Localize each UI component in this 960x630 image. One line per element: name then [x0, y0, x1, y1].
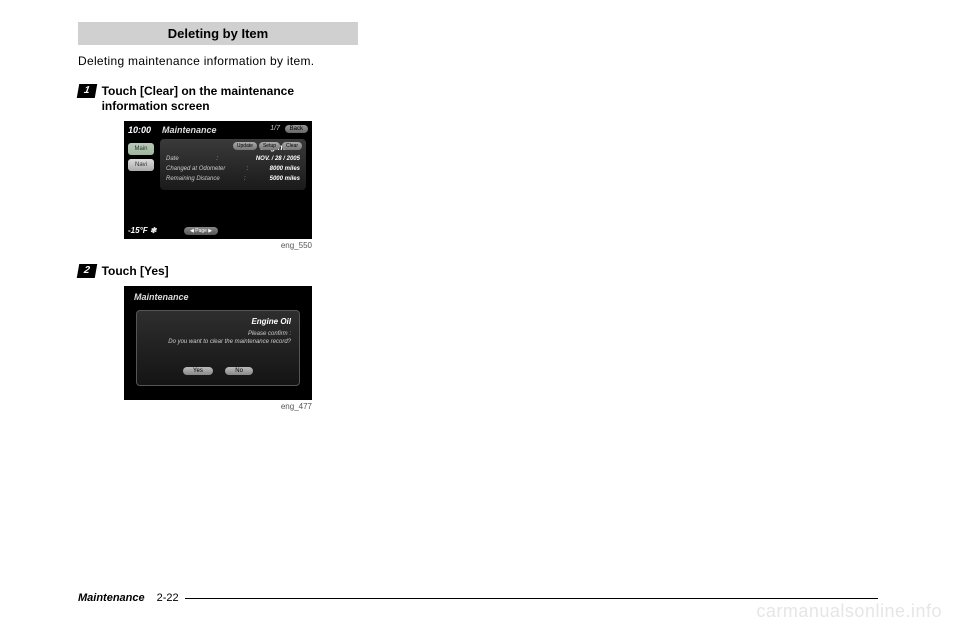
screenshot-2-caption: eng_477 [78, 402, 358, 411]
s1-rem-value: 5000 miles [270, 176, 300, 182]
s1-odo-value: 8000 miles [270, 166, 300, 172]
s2-confirm-line1: Please confirm : [151, 330, 291, 338]
s2-buttons: Yes No [137, 359, 299, 377]
s1-page-indicator: 1/7 [270, 125, 280, 132]
screenshot-2: Maintenance Engine Oil Please confirm : … [124, 286, 312, 400]
s1-row-odometer: Changed at Odometer : 8000 miles [166, 166, 300, 172]
s1-action-buttons: Update Setup Clear [233, 142, 302, 150]
step-2-text: Touch [Yes] [102, 264, 169, 280]
s1-row-date: Date : NOV. / 28 / 2005 [166, 156, 300, 162]
step-1-text: Touch [Clear] on the maintenance informa… [102, 84, 358, 115]
s1-setup-button[interactable]: Setup [259, 142, 280, 150]
footer-line [185, 598, 878, 599]
s1-main-button[interactable]: Main [128, 143, 154, 155]
s2-confirm-message: Please confirm : Do you want to clear th… [145, 330, 291, 347]
screenshot-1-caption: eng_550 [78, 241, 358, 250]
s1-temperature: -15°F ❄ [128, 226, 157, 235]
s2-no-button[interactable]: No [225, 367, 253, 375]
section-header: Deleting by Item [78, 22, 358, 45]
screenshot-2-wrap: Maintenance Engine Oil Please confirm : … [78, 286, 358, 411]
s1-date-value: NOV. / 28 / 2005 [256, 156, 300, 162]
s2-confirm-line2: Do you want to clear the maintenance rec… [151, 338, 291, 346]
s2-yes-button[interactable]: Yes [183, 367, 213, 375]
s1-clock: 10:00 [128, 125, 151, 135]
s1-navi-button[interactable]: Navi [128, 159, 154, 171]
s1-panel: Engine Oil Update Setup Clear Date : NOV… [160, 139, 306, 190]
step-2-badge: 2 [77, 264, 97, 278]
watermark: carmanualsonline.info [756, 601, 942, 622]
step-2: 2 Touch [Yes] [78, 264, 358, 280]
s1-clear-button[interactable]: Clear [282, 142, 302, 150]
s2-dialog: Engine Oil Please confirm : Do you want … [136, 310, 300, 386]
s1-back-button[interactable]: Back [285, 125, 308, 133]
screenshot-1-wrap: 10:00 Maintenance 1/7 Back Main Navi Eng… [78, 121, 358, 250]
s1-row-remaining: Remaining Distance : 5000 miles [166, 176, 300, 182]
intro-text: Deleting maintenance information by item… [78, 53, 358, 70]
s1-date-label: Date [166, 156, 179, 162]
s1-page-button[interactable]: ◀ Page ▶ [184, 227, 218, 235]
footer-page-number: 2-22 [157, 592, 179, 604]
s1-rem-label: Remaining Distance [166, 176, 220, 182]
s2-item-title: Engine Oil [145, 317, 291, 326]
s1-title: Maintenance [162, 125, 217, 135]
footer-section: Maintenance [78, 592, 145, 604]
s2-title: Maintenance [134, 292, 189, 302]
s1-update-button[interactable]: Update [233, 142, 257, 150]
screenshot-1: 10:00 Maintenance 1/7 Back Main Navi Eng… [124, 121, 312, 239]
step-1: 1 Touch [Clear] on the maintenance infor… [78, 84, 358, 115]
s1-odo-label: Changed at Odometer [166, 166, 225, 172]
step-1-badge: 1 [77, 84, 97, 98]
